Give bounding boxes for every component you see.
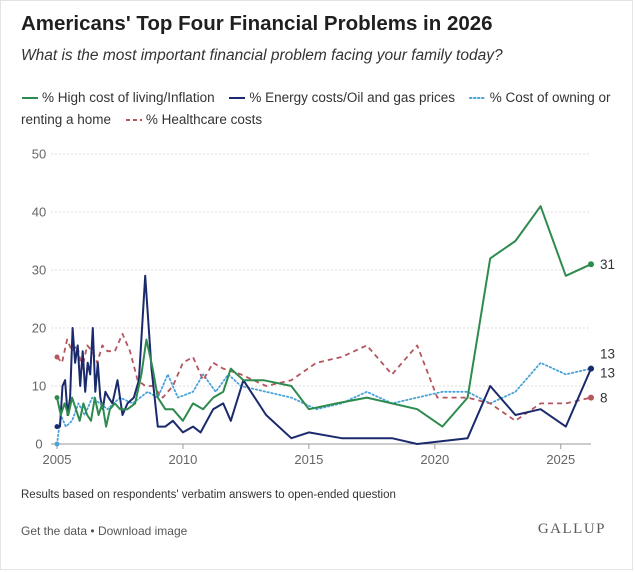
gallup-logo: GALLUP <box>537 521 606 537</box>
page-subtitle: What is the most important financial pro… <box>21 47 503 64</box>
y-tick-label: 30 <box>32 263 46 278</box>
series-start-dot-inflation <box>54 395 60 401</box>
x-tick-label: 2025 <box>546 452 575 467</box>
series-start-dot-energy <box>54 424 60 430</box>
legend-label-healthcare: % Healthcare costs <box>145 112 263 127</box>
gridlines <box>51 153 591 445</box>
legend-item-energy[interactable]: % Energy costs/Oil and gas prices <box>228 90 458 105</box>
series-end-dot-inflation <box>588 261 594 268</box>
series-start-dot-healthcare <box>54 354 60 360</box>
footer-separator: • <box>90 524 95 538</box>
page-title: Americans' Top Four Financial Problems i… <box>21 12 493 35</box>
x-tick-label: 2005 <box>43 452 72 467</box>
series-line-healthcare <box>56 332 592 422</box>
methodology-note: Results based on respondents' verbatim a… <box>21 489 396 501</box>
legend-label-energy: % Energy costs/Oil and gas prices <box>249 90 455 105</box>
legend-swatch-healthcare <box>125 119 142 122</box>
legend-label-inflation: % High cost of living/Inflation <box>42 90 215 105</box>
line-chart: 0 10 20 30 40 50 2005 2010 2015 2020 2025 31 13 13 8 <box>32 147 615 468</box>
legend-item-healthcare[interactable]: % Healthcare costs <box>125 112 262 127</box>
axis-labels: 0 10 20 30 40 50 2005 2010 2015 2020 2025 <box>32 147 575 468</box>
y-tick-label: 10 <box>32 379 46 394</box>
series-line-housing <box>56 361 592 445</box>
x-tick-label: 2020 <box>420 452 449 467</box>
end-label-healthcare: 8 <box>600 391 608 406</box>
legend-label-housing: % Cost of owning or renting a home <box>21 90 611 127</box>
end-labels: 31 13 13 8 <box>600 257 615 405</box>
legend-swatch-housing <box>468 97 487 100</box>
chart-legend: % High cost of living/Inflation % Energy… <box>21 87 621 131</box>
y-tick-label: 50 <box>32 147 46 162</box>
legend-item-inflation[interactable]: % High cost of living/Inflation <box>21 90 218 105</box>
end-label-energy: 13 <box>600 347 615 362</box>
series-end-dot-healthcare <box>588 394 594 401</box>
end-label-inflation: 31 <box>600 257 615 272</box>
x-tick-label: 2010 <box>168 452 197 467</box>
legend-swatch-inflation <box>22 97 38 100</box>
footer-links: Get the data • Download image <box>21 524 187 538</box>
y-tick-label: 40 <box>32 205 46 220</box>
get-data-link[interactable]: Get the data <box>21 524 88 538</box>
y-tick-label: 20 <box>32 321 46 336</box>
x-tick-label: 2015 <box>294 452 323 467</box>
end-label-housing: 13 <box>600 366 615 381</box>
series-end-dot-energy <box>588 365 594 372</box>
download-image-link[interactable]: Download image <box>97 524 188 538</box>
series-start-dot-housing <box>54 441 60 447</box>
legend-swatch-energy <box>229 97 246 100</box>
series-lines <box>54 205 594 447</box>
legend-item-housing[interactable]: % Cost of owning or renting a home <box>21 90 611 127</box>
series-line-inflation <box>56 205 592 428</box>
y-tick-label: 0 <box>35 437 42 452</box>
series-line-energy <box>57 274 592 445</box>
